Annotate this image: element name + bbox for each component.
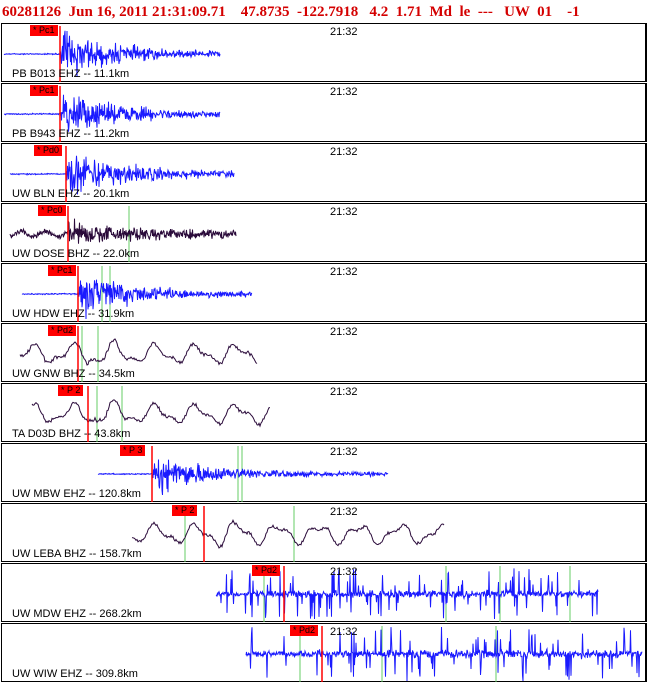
seismogram-panel[interactable]: * P 2 21:32 UW LEBA BHZ -- 158.7km — [1, 503, 647, 562]
phase-pick-label[interactable]: * P 2 — [58, 385, 84, 396]
station-channel-label: UW WIW EHZ -- 309.8km — [12, 668, 138, 680]
time-tick-label: 21:32 — [330, 566, 358, 578]
phase-pick-label[interactable]: * Pd0 — [34, 145, 63, 156]
phase-pick-label[interactable]: * Pd2 — [48, 325, 77, 336]
waveform-trace — [3, 30, 221, 77]
time-tick-label: 21:32 — [330, 626, 358, 638]
seismogram-panel[interactable]: * P 3 21:32 UW MBW EHZ -- 120.8km — [1, 443, 647, 502]
phase-pick-label[interactable]: * Pd2 — [252, 565, 281, 576]
seismogram-panel[interactable]: * P 2 21:32 TA D03D BHZ -- 43.8km — [1, 383, 647, 442]
seismogram-panel[interactable]: * Pd2 21:32 UW GNW BHZ -- 34.5km — [1, 323, 647, 382]
seismogram-panel[interactable]: * Pc1 21:32 PB B013 EHZ -- 11.1km — [1, 23, 647, 82]
waveform-trace — [245, 626, 643, 682]
event-header: 60281126 Jun 16, 2011 21:31:09.71 47.873… — [2, 4, 580, 20]
waveform-plot — [31, 386, 271, 442]
time-tick-label: 21:32 — [330, 146, 358, 158]
time-tick-label: 21:32 — [330, 26, 358, 38]
seismogram-panel[interactable]: * Pc1 21:32 PB B943 EHZ -- 11.2km — [1, 83, 647, 142]
station-channel-label: UW BLN EHZ -- 20.1km — [12, 188, 130, 200]
phase-pick-label[interactable]: * P 3 — [120, 445, 146, 456]
waveform-trace — [21, 279, 253, 320]
waveform-trace — [19, 338, 258, 366]
waveform-trace — [131, 519, 445, 549]
phase-pick-label[interactable]: * Pd2 — [290, 625, 319, 636]
waveform-trace — [9, 218, 237, 244]
waveform-plot — [3, 26, 221, 82]
phase-pick-label[interactable]: * Pc0 — [38, 205, 66, 216]
time-tick-label: 21:32 — [330, 266, 358, 278]
time-tick-label: 21:32 — [330, 446, 358, 458]
station-channel-label: UW HDW EHZ -- 31.9km — [12, 308, 135, 320]
phase-pick-label[interactable]: * P 2 — [172, 505, 198, 516]
station-channel-label: UW MBW EHZ -- 120.8km — [12, 488, 141, 500]
time-tick-label: 21:32 — [330, 206, 358, 218]
waveform-plot — [21, 266, 253, 322]
phase-pick-label[interactable]: * Pc1 — [30, 25, 58, 36]
time-tick-label: 21:32 — [330, 386, 358, 398]
station-channel-label: UW GNW BHZ -- 34.5km — [12, 368, 135, 380]
seismogram-panel[interactable]: * Pd0 21:32 UW BLN EHZ -- 20.1km — [1, 143, 647, 202]
waveform-trace — [9, 155, 235, 195]
waveform-trace — [3, 94, 221, 132]
station-channel-label: TA D03D BHZ -- 43.8km — [12, 428, 131, 440]
waveform-plot — [215, 566, 599, 622]
waveform-plot — [9, 206, 237, 262]
station-channel-label: PB B943 EHZ -- 11.2km — [12, 128, 130, 140]
time-tick-label: 21:32 — [330, 326, 358, 338]
seismogram-panel[interactable]: * Pc1 21:32 UW HDW EHZ -- 31.9km — [1, 263, 647, 322]
station-channel-label: UW LEBA BHZ -- 158.7km — [12, 548, 142, 560]
time-tick-label: 21:32 — [330, 506, 358, 518]
waveform-trace — [31, 399, 271, 428]
waveform-plot — [19, 326, 258, 382]
seismogram-panel[interactable]: * Pc0 21:32 UW DOSE BHZ -- 22.0km — [1, 203, 647, 262]
waveform-trace — [97, 459, 389, 496]
seismogram-panel[interactable]: * Pd2 21:32 UW WIW EHZ -- 309.8km — [1, 623, 647, 682]
time-tick-label: 21:32 — [330, 86, 358, 98]
seismogram-panel[interactable]: * Pd2 21:32 UW MDW EHZ -- 268.2km — [1, 563, 647, 622]
station-channel-label: UW MDW EHZ -- 268.2km — [12, 608, 142, 620]
station-channel-label: UW DOSE BHZ -- 22.0km — [12, 248, 140, 260]
waveform-plot — [9, 146, 235, 202]
phase-pick-label[interactable]: * Pc1 — [48, 265, 76, 276]
waveform-plot — [3, 86, 221, 142]
phase-pick-label[interactable]: * Pc1 — [30, 85, 58, 96]
station-channel-label: PB B013 EHZ -- 11.1km — [12, 68, 130, 80]
waveform-plot — [97, 446, 389, 502]
waveform-trace — [215, 568, 599, 620]
